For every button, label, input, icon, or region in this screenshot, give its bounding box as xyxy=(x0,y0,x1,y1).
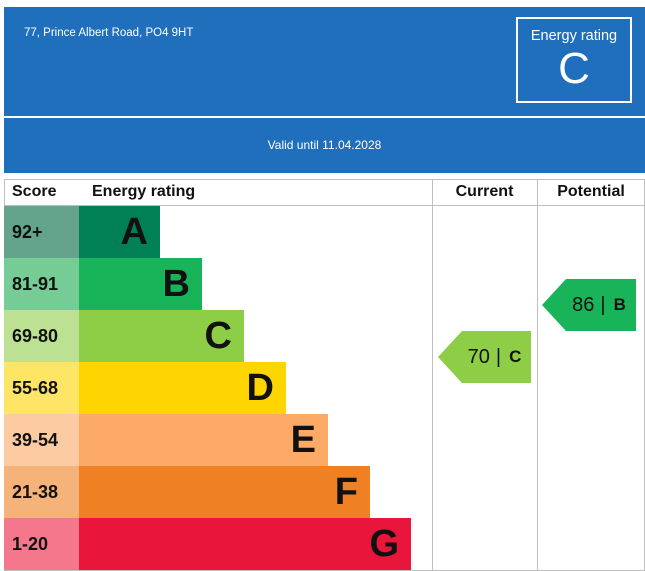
current-rating-arrow: 70 | C xyxy=(438,331,531,383)
current-column-header: Current xyxy=(455,183,514,200)
score-cell-b: 81-91 xyxy=(4,258,79,310)
band-letter-e: E xyxy=(290,419,316,462)
energy-rating-letter: C xyxy=(558,44,590,93)
score-cell-g: 1-20 xyxy=(4,518,79,570)
band-letter-b: B xyxy=(162,263,190,306)
potential-column-header: Potential xyxy=(557,183,625,200)
header-panel: 77, Prince Albert Road, PO4 9HT Energy r… xyxy=(4,7,645,116)
header-divider xyxy=(4,205,645,206)
score-cell-f: 21-38 xyxy=(4,466,79,518)
potential-rating-arrow-separator: | xyxy=(600,293,606,316)
band-letter-g: G xyxy=(369,523,399,566)
band-c: C xyxy=(79,310,244,362)
band-letter-c: C xyxy=(204,315,232,358)
potential-rating-arrow-shape xyxy=(542,279,636,331)
potential-rating-arrow-letter: B xyxy=(613,295,626,314)
potential-rating-arrow: 86 | B xyxy=(542,279,636,331)
energy-rating-label: Energy rating xyxy=(530,28,618,44)
potential-rating-arrow-value: 86 xyxy=(572,293,595,316)
band-g: G xyxy=(79,518,411,570)
band-b: B xyxy=(79,258,202,310)
current-rating-arrow-shape xyxy=(438,331,531,383)
band-letter-a: A xyxy=(120,211,148,254)
score-cell-e: 39-54 xyxy=(4,414,79,466)
band-letter-d: D xyxy=(246,367,274,410)
current-rating-arrow-letter: C xyxy=(509,347,522,366)
current-rating-arrow-value: 70 xyxy=(467,345,490,368)
score-column-header: Score xyxy=(12,183,57,200)
energy-rating-box: Energy rating C xyxy=(516,17,632,103)
band-d: D xyxy=(79,362,286,414)
table-top-border xyxy=(4,179,645,180)
band-f: F xyxy=(79,466,370,518)
current-rating-arrow-separator: | xyxy=(495,345,502,368)
valid-until-bar: Valid until 11.04.2028 xyxy=(4,118,645,173)
energy-rating-column-header: Energy rating xyxy=(92,183,196,200)
band-letter-f: F xyxy=(334,471,358,514)
score-cell-a: 92+ xyxy=(4,206,79,258)
potential-column-divider xyxy=(537,179,538,571)
score-cell-d: 55-68 xyxy=(4,362,79,414)
band-a: A xyxy=(79,206,160,258)
band-e: E xyxy=(79,414,328,466)
property-address: 77, Prince Albert Road, PO4 9HT xyxy=(24,27,194,39)
score-cell-c: 69-80 xyxy=(4,310,79,362)
current-column-divider xyxy=(432,179,433,571)
